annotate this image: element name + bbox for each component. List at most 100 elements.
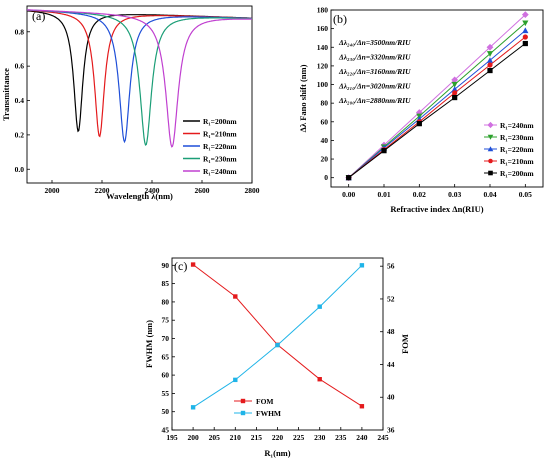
x-tick-label-b: 0.03 — [448, 190, 461, 199]
panel-label-c: (c) — [174, 259, 187, 273]
shift-line-0 — [348, 14, 526, 179]
fwhm-point — [359, 263, 365, 268]
y-tick-label-b: 20 — [321, 155, 329, 164]
x-axis-label-c: R₁(nm) — [264, 448, 290, 458]
x-axis-label-a: Wavelength λ(nm) — [106, 191, 173, 201]
sensitivity-annotation: Δλ₂₂₀/Δn=3160nm/RIU — [338, 67, 411, 76]
legend-marker-b — [487, 146, 494, 152]
y-tick-label-c-left: 70 — [162, 334, 170, 343]
legend-marker-b — [487, 134, 494, 140]
shift-point-3 — [487, 62, 493, 68]
y-tick-label-a: 0.4 — [15, 96, 25, 105]
x-tick-label-c: 240 — [356, 433, 368, 442]
shift-line-1 — [348, 22, 526, 179]
y-tick-label-a: 0.2 — [15, 130, 25, 139]
legend-marker-b — [487, 121, 494, 129]
y-tick-label-b: 80 — [321, 99, 329, 108]
y-tick-label-c-left: 85 — [162, 279, 170, 288]
x-tick-label-c: 205 — [209, 433, 221, 442]
shift-point-4 — [381, 148, 387, 154]
legend-marker-c — [240, 410, 246, 416]
fom-line — [192, 264, 363, 407]
legend-label-b: R₁=220nm — [500, 145, 534, 154]
x-axis-label-b: Refractive index Δn(RIU) — [390, 204, 483, 214]
x-tick-label-c: 195 — [166, 433, 178, 442]
fwhm-point — [317, 304, 322, 309]
y-tick-label-b: 120 — [317, 61, 329, 70]
y-tick-label-b: 160 — [317, 24, 329, 33]
y-tick-label-c-right: 44 — [387, 360, 395, 369]
legend-marker-b — [488, 170, 493, 176]
shift-line-4 — [348, 43, 526, 179]
fom-point — [190, 262, 196, 267]
x-tick-label-b: 0.01 — [377, 190, 390, 199]
y-tick-label-b: 140 — [317, 43, 329, 52]
legend-label-a: R₁=230nm — [203, 155, 237, 164]
y-tick-label-c-left: 45 — [162, 426, 170, 435]
transmittance-curve-0 — [26, 10, 252, 133]
shift-point-4 — [346, 175, 352, 181]
y-tick-label-c-right: 36 — [387, 426, 395, 435]
y-tick-label-b: 180 — [317, 6, 329, 15]
y-tick-label-b: 60 — [321, 117, 329, 126]
x-tick-label-b: 0.04 — [483, 190, 496, 199]
legend-label-c: FWHM — [256, 409, 281, 418]
plot-frame-b — [330, 9, 544, 188]
y-tick-label-c-right: 48 — [387, 327, 395, 336]
fwhm-point — [233, 377, 238, 383]
fom-point — [233, 294, 238, 299]
plot-frame-a — [26, 5, 253, 184]
shift-point-0 — [451, 76, 459, 84]
y-axis-label-c-right: FOM — [400, 334, 410, 354]
transmittance-curve-4 — [27, 9, 253, 148]
y-tick-label-c-right: 40 — [387, 393, 395, 402]
shift-point-2 — [486, 57, 494, 63]
y-tick-label-a: 0.8 — [15, 27, 25, 36]
x-tick-label-a: 2200 — [95, 186, 110, 195]
shift-point-1 — [486, 51, 494, 57]
x-tick-label-a: 2800 — [245, 186, 260, 195]
shift-line-3 — [348, 36, 526, 179]
y-tick-label-c-left: 75 — [162, 316, 170, 325]
sensitivity-annotation: Δλ₂₀₀/Δn=2880nm/RIU — [338, 96, 411, 105]
shift-point-0 — [486, 43, 494, 51]
x-tick-label-c: 230 — [314, 433, 326, 442]
fwhm-point — [275, 342, 280, 348]
legend-label-b: R₁=230nm — [500, 133, 534, 142]
y-tick-label-b: 40 — [321, 136, 329, 145]
y-axis-label-c-left: FWHM (nm) — [144, 320, 154, 368]
panel-label-a: (a) — [32, 9, 45, 23]
x-tick-label-c: 215 — [251, 433, 263, 442]
legend-marker-c — [240, 398, 246, 404]
panel-label-b: (b) — [333, 12, 347, 26]
shift-point-4 — [522, 40, 528, 47]
x-tick-label-c: 210 — [230, 433, 242, 442]
y-tick-label-b: 100 — [317, 80, 329, 89]
x-tick-label-c: 225 — [293, 433, 305, 442]
x-tick-label-b: 0.05 — [519, 190, 532, 199]
legend-label-b: R₁=240nm — [500, 121, 534, 130]
x-tick-label-a: 2600 — [195, 186, 210, 195]
legend-label-a: R₁=210nm — [203, 130, 237, 139]
sensitivity-annotation: Δλ₂₁₀/Δn=3020nm/RIU — [338, 82, 411, 91]
fom-point — [359, 404, 365, 409]
y-tick-label-b: 0 — [324, 173, 328, 182]
y-tick-label-a: 0.6 — [15, 62, 25, 71]
y-tick-label-c-right: 52 — [387, 294, 395, 303]
y-tick-label-c-left: 50 — [162, 407, 170, 416]
shift-point-3 — [452, 90, 458, 96]
y-tick-label-c-left: 60 — [162, 371, 170, 380]
legend-label-b: R₁=200nm — [500, 169, 534, 178]
x-tick-label-c: 200 — [187, 433, 199, 442]
fom-point — [317, 377, 322, 382]
shift-point-2 — [451, 86, 458, 92]
x-tick-label-c: 245 — [377, 433, 389, 442]
fwhm-line — [192, 264, 363, 408]
shift-point-0 — [521, 11, 529, 19]
y-axis-label-a: Transmittance — [1, 68, 11, 121]
sensitivity-annotation: Δλ₂₃₀/Δn=3320nm/RIU — [338, 53, 411, 62]
x-tick-label-b: 0.00 — [342, 190, 355, 199]
shift-point-1 — [522, 20, 529, 27]
shift-point-2 — [522, 27, 529, 34]
